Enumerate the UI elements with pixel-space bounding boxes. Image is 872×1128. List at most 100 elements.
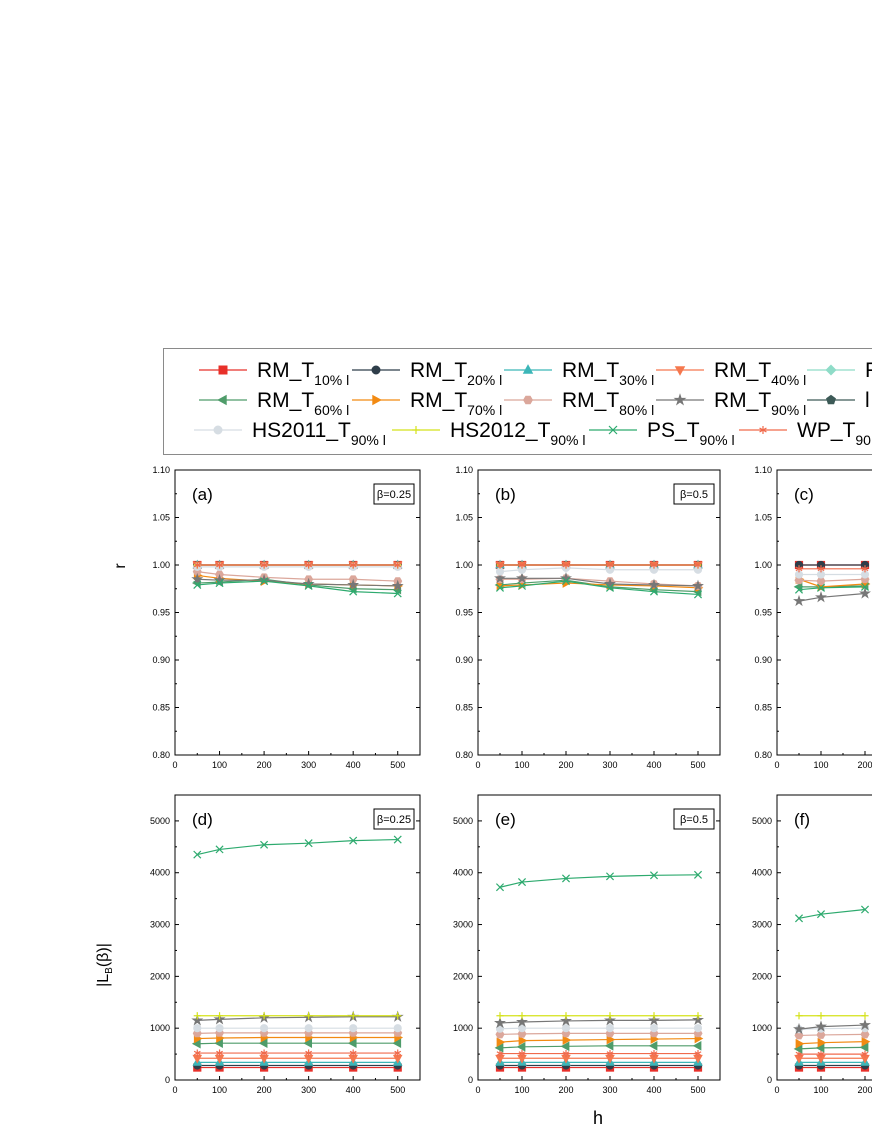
data-point [517, 878, 527, 887]
y-tick-label: 1000 [453, 1023, 473, 1033]
x-tick-label: 200 [257, 1085, 272, 1095]
series-line [798, 1033, 866, 1037]
data-point [649, 871, 659, 880]
data-point [861, 565, 869, 573]
y-tick-label: 1.10 [455, 465, 473, 475]
data-point [648, 578, 660, 591]
x-tick-label: 100 [514, 1085, 529, 1095]
data-point [648, 1014, 660, 1026]
x-tick-label: 300 [602, 760, 617, 770]
legend-marker-asterisk-icon [759, 426, 767, 434]
panel-label: (d) [192, 810, 213, 829]
legend-marker-circle-icon [213, 425, 223, 435]
x-tick-label: 0 [172, 1085, 177, 1095]
data-point [496, 1049, 504, 1058]
data-point [605, 1024, 615, 1033]
x-tick-label: 500 [390, 1085, 405, 1095]
data-point [604, 577, 616, 590]
data-point [649, 587, 659, 596]
data-point [815, 1020, 827, 1032]
x-tick-label: 0 [475, 1085, 480, 1095]
series-group [191, 559, 404, 598]
data-point [304, 839, 313, 848]
legend-marker-square-icon [218, 365, 228, 375]
data-point [859, 587, 871, 599]
y-tick-label: 0.95 [455, 608, 473, 618]
data-point [517, 581, 527, 590]
legend-marker-star-icon [673, 393, 687, 406]
legend-marker-triangle-up-icon [522, 364, 534, 374]
data-point [215, 1024, 224, 1033]
x-tick-label: 300 [301, 760, 316, 770]
data-point [694, 1012, 702, 1020]
y-tick-label: 0.80 [754, 750, 772, 760]
y-tick-label: 0.85 [455, 703, 473, 713]
data-point [349, 1049, 357, 1057]
data-point [816, 910, 826, 919]
legend-marker-pentagon-icon [826, 394, 836, 405]
data-point [260, 840, 269, 849]
data-point [817, 1050, 825, 1058]
data-point [795, 1012, 803, 1020]
data-point [216, 561, 223, 569]
x-tick-label: 100 [212, 760, 227, 770]
data-point [193, 1024, 202, 1033]
data-point [795, 565, 803, 573]
data-point [347, 578, 360, 591]
y-tick-label: 0 [165, 1075, 170, 1085]
data-point [258, 573, 271, 586]
data-point [518, 1049, 526, 1058]
y-tick-label: 3000 [150, 920, 170, 930]
x-tick-label: 200 [857, 1085, 872, 1095]
y-tick-label: 1.05 [152, 513, 170, 523]
legend-box: RM_T10% lRM_T20% lRM_T30% lRM_T40% lRRM_… [163, 348, 872, 455]
y-tick-label: 0 [468, 1075, 473, 1085]
data-point [303, 1038, 313, 1049]
data-point [650, 1049, 658, 1058]
legend-marker-triangle-right-icon [372, 394, 382, 406]
data-point [861, 1036, 871, 1047]
series-line [197, 580, 398, 595]
data-point [561, 577, 571, 586]
data-point [349, 587, 358, 596]
data-point [259, 1024, 269, 1033]
y-tick-label: 3000 [752, 920, 772, 930]
data-point [193, 561, 201, 569]
series-line [197, 1032, 398, 1034]
data-point [693, 870, 703, 879]
y-tick-label: 4000 [150, 868, 170, 878]
data-point [692, 1040, 702, 1051]
x-tick-label: 100 [514, 760, 529, 770]
y-tick-label: 0.85 [754, 703, 772, 713]
data-point [793, 1022, 805, 1035]
data-point [562, 1012, 570, 1020]
data-point [215, 579, 224, 588]
y-tick-label: 2000 [453, 971, 473, 981]
beta-annotation-box [673, 808, 715, 830]
data-point [560, 1014, 572, 1027]
data-point [215, 1012, 224, 1020]
x-tick-label: 200 [558, 1085, 573, 1095]
x-tick-label: 100 [813, 1085, 828, 1095]
beta-annotation-box [673, 483, 715, 505]
beta-annotation: β=0.25 [377, 814, 411, 826]
series-group [793, 560, 871, 607]
panel-d: 0 1000 2000 3000 4000 5000 0 100 200 300 400 500 (d)… [150, 794, 421, 1095]
y-tick-label: 1.05 [455, 513, 473, 523]
data-point [393, 1024, 402, 1033]
y-tick-label: 4000 [453, 868, 473, 878]
data-point [260, 1049, 268, 1057]
data-point [694, 1049, 702, 1058]
legend-marker-x-icon [608, 425, 618, 435]
data-point [794, 914, 804, 923]
data-point [213, 573, 226, 586]
x-tick-label: 300 [602, 1085, 617, 1095]
legend-marker-hexagon-icon [523, 395, 533, 405]
series-group [793, 905, 871, 1072]
plot-frame [174, 794, 421, 1081]
y-tick-label: 0.90 [455, 655, 473, 665]
x-tick-label: 200 [857, 760, 872, 770]
data-point [260, 577, 269, 586]
y-tick-label: 0.85 [152, 703, 170, 713]
